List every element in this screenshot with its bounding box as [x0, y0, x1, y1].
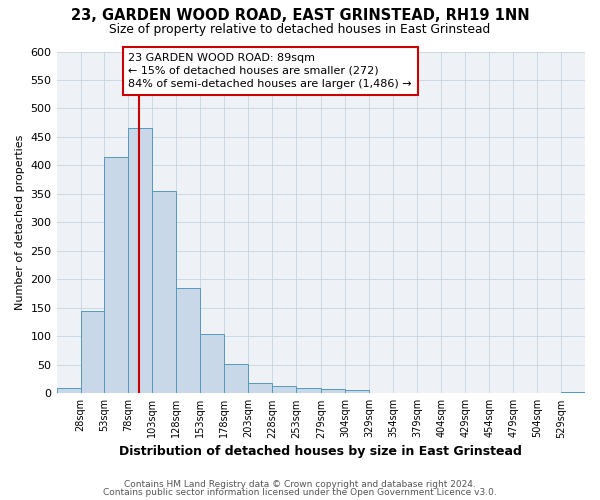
Bar	[296, 388, 321, 394]
Bar	[272, 386, 296, 394]
Bar	[417, 392, 441, 394]
Y-axis label: Number of detached properties: Number of detached properties	[15, 134, 25, 310]
Text: Contains public sector information licensed under the Open Government Licence v3: Contains public sector information licen…	[103, 488, 497, 497]
X-axis label: Distribution of detached houses by size in East Grinstead: Distribution of detached houses by size …	[119, 444, 522, 458]
Text: 23 GARDEN WOOD ROAD: 89sqm
← 15% of detached houses are smaller (272)
84% of sem: 23 GARDEN WOOD ROAD: 89sqm ← 15% of deta…	[128, 52, 412, 89]
Bar	[152, 191, 176, 394]
Bar	[104, 157, 128, 394]
Bar	[561, 392, 585, 394]
Bar	[248, 383, 272, 394]
Text: Contains HM Land Registry data © Crown copyright and database right 2024.: Contains HM Land Registry data © Crown c…	[124, 480, 476, 489]
Bar	[176, 288, 200, 394]
Bar	[200, 334, 224, 394]
Bar	[224, 364, 248, 394]
Bar	[56, 388, 80, 394]
Text: Size of property relative to detached houses in East Grinstead: Size of property relative to detached ho…	[109, 22, 491, 36]
Text: 23, GARDEN WOOD ROAD, EAST GRINSTEAD, RH19 1NN: 23, GARDEN WOOD ROAD, EAST GRINSTEAD, RH…	[71, 8, 529, 22]
Bar	[393, 392, 417, 394]
Bar	[345, 390, 369, 394]
Bar	[128, 128, 152, 394]
Bar	[80, 310, 104, 394]
Bar	[369, 392, 393, 394]
Bar	[321, 390, 345, 394]
